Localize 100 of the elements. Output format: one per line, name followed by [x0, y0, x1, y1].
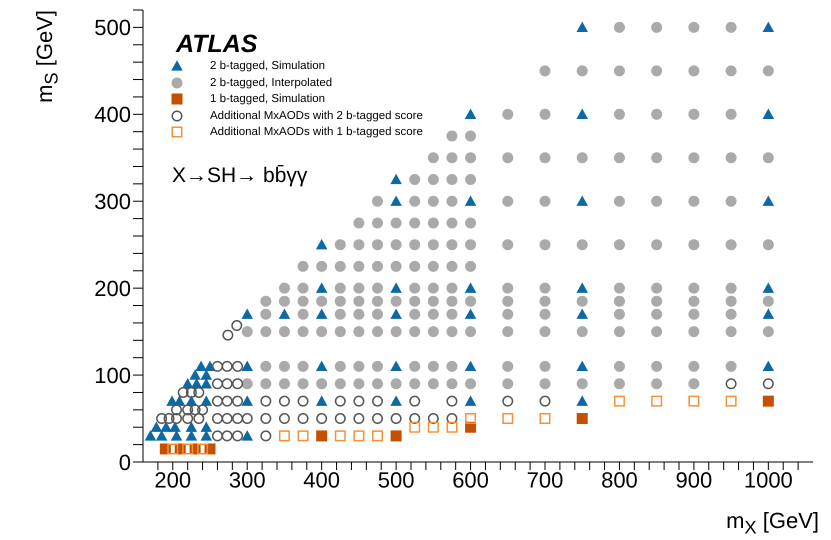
point: [334, 413, 346, 424]
point: [464, 108, 476, 119]
point: [222, 430, 233, 442]
point: [190, 404, 201, 416]
point: [316, 282, 328, 293]
point: [150, 421, 162, 432]
y-tick-label: 300: [94, 189, 131, 214]
point: [372, 396, 383, 407]
point: [762, 378, 774, 390]
point: [169, 421, 181, 432]
point: [464, 395, 476, 406]
point: [353, 413, 364, 424]
point: [182, 413, 194, 424]
point: [316, 395, 328, 406]
point: [212, 360, 223, 372]
point: [241, 360, 253, 372]
point: [278, 396, 290, 407]
point: [193, 386, 204, 398]
point: [171, 404, 182, 416]
x-tick-label: 300: [228, 468, 266, 493]
point: [212, 413, 223, 424]
point: [178, 386, 189, 398]
text: ATLAS: [176, 30, 258, 59]
point: [390, 430, 402, 442]
point: [390, 360, 402, 372]
point: [464, 195, 476, 206]
x-tick-label: 500: [378, 468, 414, 493]
point: [193, 413, 204, 424]
point: [186, 430, 198, 441]
point: [241, 430, 253, 441]
point: [298, 396, 309, 407]
point: [144, 430, 156, 441]
point: [464, 308, 476, 319]
point: [222, 378, 233, 390]
point: [260, 430, 272, 442]
point: [316, 413, 328, 424]
point: [212, 396, 223, 407]
point: [446, 396, 458, 407]
y-tick-label: 400: [94, 102, 131, 128]
point: [316, 430, 328, 442]
point: [502, 396, 514, 407]
point: [195, 360, 207, 372]
point: [316, 360, 328, 372]
point: [390, 174, 402, 184]
point: [241, 395, 253, 406]
point: [409, 396, 420, 407]
point: [171, 413, 182, 424]
point: [726, 378, 737, 390]
point: [390, 195, 402, 206]
point: [446, 413, 458, 424]
point: [164, 413, 175, 424]
point: [576, 282, 588, 293]
point: [334, 396, 346, 407]
point: [222, 396, 233, 407]
point: [222, 360, 233, 372]
point: [170, 430, 182, 441]
point: [232, 396, 244, 407]
point: [232, 430, 244, 442]
x-tick-label: 800: [601, 468, 638, 493]
point: [298, 413, 309, 424]
point: [762, 22, 774, 32]
point: [576, 108, 588, 119]
point: [576, 395, 588, 406]
point: [576, 360, 588, 372]
annotation: X→SH→ bb̄γγ: [172, 164, 308, 188]
point: [576, 308, 588, 319]
point: [353, 396, 364, 407]
point: [390, 395, 402, 406]
point: [160, 421, 172, 432]
point: [464, 282, 476, 293]
y-tick-label: 200: [94, 276, 131, 301]
x-axis-title: m$_{X}$ [GeV]: [726, 508, 819, 538]
point: [197, 404, 208, 416]
point: [232, 378, 244, 390]
y-tick-label: 100: [94, 362, 131, 388]
point: [212, 430, 223, 442]
point: [540, 396, 550, 407]
point: [390, 282, 402, 293]
point: [212, 378, 223, 390]
point: [156, 413, 168, 424]
point: [232, 413, 244, 424]
legend-label: 2 b-tagged, Interpolated: [210, 76, 332, 90]
point: [762, 108, 774, 119]
point: [278, 308, 290, 319]
point: [762, 282, 774, 293]
point: [156, 430, 168, 441]
x-tick-label: 700: [526, 468, 564, 493]
point: [200, 430, 212, 441]
point: [231, 320, 242, 332]
point: [200, 421, 212, 432]
point: [762, 308, 774, 319]
point: [409, 413, 420, 424]
point: [260, 413, 272, 424]
point: [576, 413, 588, 424]
point: [189, 369, 201, 380]
point: [428, 413, 439, 424]
point: [316, 238, 328, 250]
point: [186, 386, 197, 398]
x-tick-label: 900: [676, 468, 712, 493]
point: [222, 413, 233, 424]
